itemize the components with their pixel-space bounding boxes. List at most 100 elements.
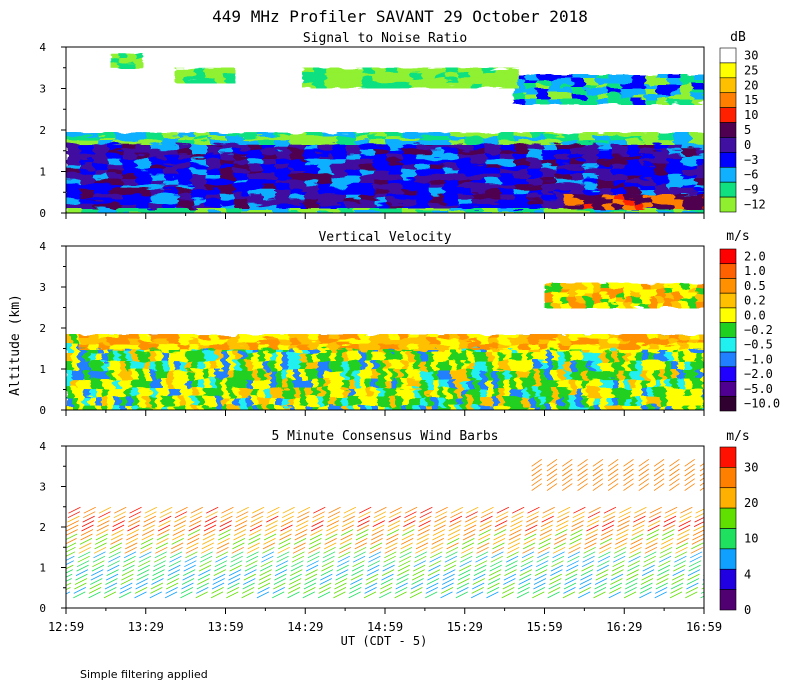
heatmap-cell (458, 149, 473, 155)
heatmap-cell (168, 397, 175, 407)
heatmap-cell (640, 144, 655, 150)
heatmap-cell (288, 334, 300, 340)
wind-barb (441, 582, 454, 590)
wind-barb (562, 478, 573, 487)
heatmap-cell (522, 388, 529, 398)
heatmap-cell (598, 144, 613, 150)
heatmap-cell (98, 136, 115, 141)
heatmap-cell (408, 397, 415, 407)
heatmap-layer (110, 53, 144, 69)
heatmap-cell (342, 406, 349, 410)
heatmap-cell (120, 379, 127, 389)
heatmap-cell (114, 140, 131, 145)
wind-barb (141, 533, 154, 541)
heatmap-cell (414, 388, 421, 398)
heatmap-cell (630, 352, 637, 362)
heatmap-cell (378, 370, 385, 380)
heatmap-cell (402, 388, 409, 398)
heatmap-cell (458, 67, 471, 74)
wind-barb (690, 551, 703, 559)
colorbar-label: −0.2 (744, 323, 773, 337)
heatmap-cell (84, 361, 91, 371)
wind-barb (333, 591, 346, 599)
heatmap-cell (630, 370, 637, 380)
heatmap-cell (416, 159, 431, 165)
heatmap-cell (510, 388, 517, 398)
heatmap-cell (556, 169, 571, 175)
heatmap-cell (398, 344, 410, 350)
wind-barb (142, 529, 155, 536)
heatmap-cell (544, 302, 554, 309)
heatmap-cell (444, 184, 459, 190)
wind-barb (709, 521, 721, 527)
heatmap-cell (674, 208, 691, 213)
heatmap-cell (474, 406, 481, 410)
heatmap-cell (588, 334, 600, 340)
heatmap-cell (512, 84, 526, 90)
heatmap-cell (150, 184, 165, 190)
wind-barb (472, 578, 485, 585)
wind-barb (82, 515, 95, 523)
wind-barb (457, 578, 470, 585)
heatmap-cell (78, 361, 85, 371)
heatmap-cell (663, 199, 675, 205)
wind-barb (159, 515, 172, 523)
wind-barb (699, 477, 704, 482)
heatmap-cell (584, 287, 594, 294)
heatmap-cell (300, 379, 307, 389)
heatmap-cell (632, 302, 642, 309)
wind-barb (126, 529, 140, 536)
heatmap-cell (186, 379, 193, 389)
heatmap-cell (342, 388, 349, 398)
colorbar-label: −5.0 (744, 382, 773, 396)
wind-barb (536, 555, 549, 563)
heatmap-cell (468, 352, 475, 362)
heatmap-cell (474, 388, 481, 398)
wind-barb (607, 458, 619, 467)
heatmap-cell (338, 344, 350, 350)
heatmap-cell (234, 154, 249, 160)
heatmap-cell (434, 77, 447, 84)
wind-barb (690, 546, 703, 554)
heatmap-cell (162, 352, 169, 362)
heatmap-cell (583, 199, 595, 205)
heatmap-cell (90, 352, 97, 362)
heatmap-cell (620, 94, 634, 100)
heatmap-cell (374, 149, 389, 155)
heatmap-cell (220, 184, 235, 190)
heatmap-cell (600, 292, 610, 299)
heatmap-cell (612, 184, 627, 190)
heatmap-cell (530, 132, 547, 137)
heatmap-cell (198, 352, 205, 362)
heatmap-cell (198, 370, 205, 380)
heatmap-cell (682, 149, 697, 155)
heatmap-cell (306, 208, 323, 213)
heatmap-cell (594, 361, 601, 371)
heatmap-cell (540, 361, 547, 371)
wind-barb (319, 582, 332, 590)
wind-barb (600, 533, 613, 541)
heatmap-cell (693, 199, 704, 205)
heatmap-cell (204, 352, 211, 362)
wind-barb (521, 551, 535, 559)
heatmap-cell (512, 74, 526, 80)
heatmap-cell (703, 194, 704, 200)
heatmap-cell (216, 379, 223, 389)
heatmap-cell (438, 370, 445, 380)
wind-barb (678, 524, 691, 532)
heatmap-cell (398, 82, 411, 89)
heatmap-cell (220, 179, 235, 185)
heatmap-cell (372, 361, 379, 371)
wind-barb (631, 533, 644, 541)
heatmap-cell (66, 154, 81, 160)
heatmap-cell (636, 388, 643, 398)
heatmap-cell (563, 199, 575, 205)
wind-barb (139, 551, 152, 559)
heatmap-cell (240, 388, 247, 398)
heatmap-cell (132, 370, 139, 380)
heatmap-cell (288, 379, 295, 389)
colorbar-swatch (719, 568, 737, 590)
heatmap-cell (276, 184, 291, 190)
y-tick-label: 4 (39, 440, 46, 453)
heatmap-cell (576, 282, 586, 289)
